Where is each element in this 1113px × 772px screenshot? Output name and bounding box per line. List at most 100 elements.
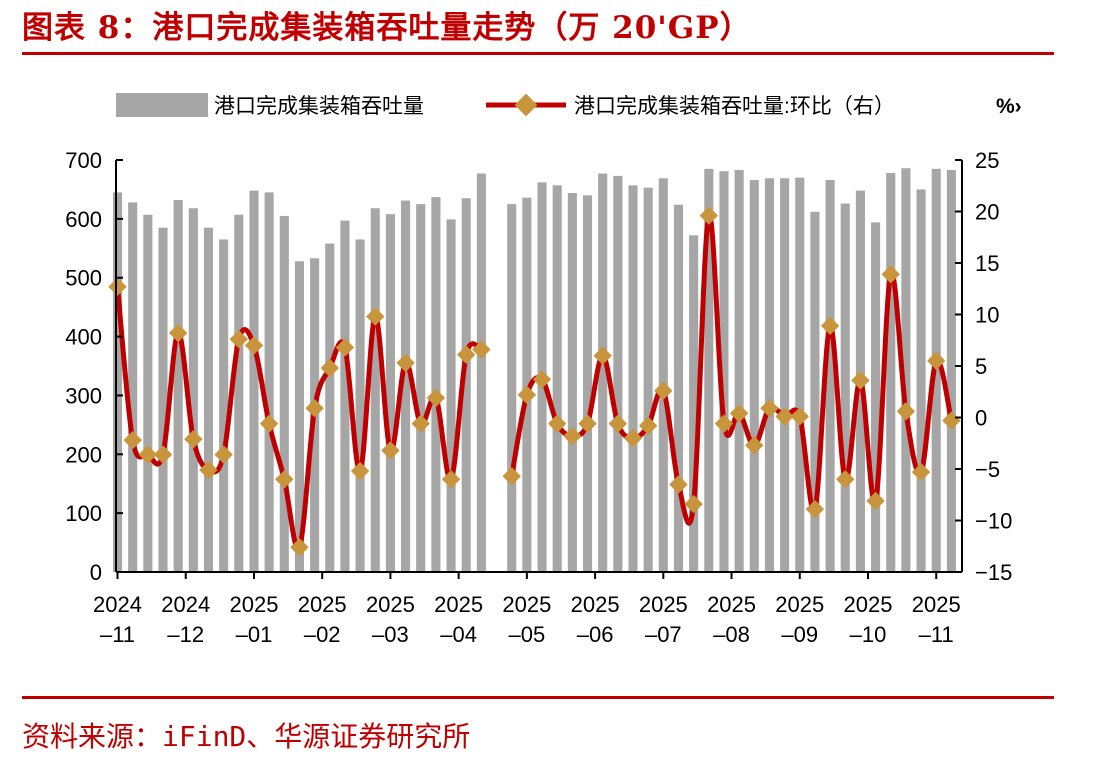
- bar: [825, 180, 835, 573]
- line-point: [745, 436, 764, 455]
- bar: [461, 198, 471, 572]
- line-point: [138, 445, 158, 464]
- line-point: [593, 346, 612, 365]
- line-point: [729, 404, 749, 423]
- bar: [158, 227, 168, 572]
- source-note: 资料来源：iFinD、华源证券研究所: [22, 720, 471, 753]
- x-tick-year: 2025: [502, 592, 551, 617]
- bar: [704, 168, 714, 572]
- x-tick-year: 2024: [93, 592, 142, 617]
- bar: [128, 202, 138, 572]
- x-tick-month: –10: [850, 622, 887, 647]
- bar: [219, 239, 229, 572]
- bar: [628, 185, 638, 572]
- legend-line-label: 港口完成集装箱吞吐量:环比（右）: [574, 95, 895, 118]
- line-point: [153, 445, 173, 464]
- bar: [795, 177, 805, 572]
- x-tick-month: –02: [304, 622, 341, 647]
- bar: [476, 173, 486, 572]
- x-tick-year: 2025: [366, 592, 415, 617]
- line-point: [911, 462, 931, 482]
- bar: [719, 171, 729, 572]
- y-right-tick-label: 5: [975, 354, 987, 379]
- y-right-tick-label: −10: [975, 509, 1012, 534]
- bar: [780, 178, 790, 572]
- line-point: [123, 430, 142, 450]
- bar: [355, 239, 365, 572]
- chart: 港口完成集装箱吞吐量 港口完成集装箱吞吐量:环比（右） %› 010020030…: [65, 93, 1022, 647]
- y-left-tick-label: 100: [65, 501, 102, 526]
- line-point: [866, 491, 885, 511]
- line-point: [563, 426, 582, 446]
- line-point: [168, 323, 188, 343]
- line-point: [472, 340, 491, 359]
- title-rule: [22, 52, 1054, 55]
- bar: [507, 204, 517, 572]
- bar: [598, 173, 608, 572]
- legend-trailing: %›: [996, 95, 1022, 118]
- bar: [643, 187, 653, 573]
- line-point: [699, 206, 718, 225]
- x-tick-year: 2025: [571, 592, 620, 617]
- bar: [658, 178, 668, 572]
- x-tick-month: –01: [236, 622, 273, 647]
- bar: [871, 222, 881, 573]
- bar: [143, 214, 153, 573]
- bar: [385, 214, 395, 573]
- line-point: [790, 407, 809, 426]
- y-right-tick-label: 20: [975, 200, 999, 225]
- x-tick-month: –12: [167, 622, 204, 647]
- bar: [901, 168, 911, 572]
- line-point: [199, 460, 218, 480]
- bar: [294, 261, 304, 572]
- bar: [249, 190, 259, 572]
- x-tick-year: 2024: [161, 592, 210, 617]
- bar: [613, 175, 623, 572]
- x-tick-year: 2025: [434, 592, 483, 617]
- x-tick-month: –09: [781, 622, 818, 647]
- line-point: [654, 381, 673, 400]
- line-point: [441, 470, 461, 489]
- bar: [325, 243, 335, 572]
- bar: [264, 192, 274, 572]
- y-right-tick-label: 10: [975, 303, 999, 328]
- x-tick-month: –11: [100, 622, 135, 647]
- bar: [567, 192, 577, 572]
- y-left-tick-label: 0: [90, 560, 102, 585]
- line-point: [942, 411, 961, 430]
- bar: [234, 214, 244, 573]
- x-tick-year: 2025: [775, 592, 824, 617]
- bar: [279, 215, 289, 572]
- x-tick-month: –08: [713, 622, 750, 647]
- line-point: [669, 475, 688, 494]
- line-point: [517, 385, 537, 405]
- line-point: [684, 494, 703, 514]
- line-point: [532, 370, 552, 389]
- line-point: [896, 402, 916, 421]
- bar: [431, 197, 441, 572]
- bar: [916, 189, 926, 572]
- source-rule: [22, 696, 1054, 699]
- legend: 港口完成集装箱吞吐量 港口完成集装箱吞吐量:环比（右） %›: [116, 93, 1022, 118]
- line-point: [426, 388, 446, 408]
- bar: [810, 211, 820, 572]
- line-point: [623, 428, 643, 448]
- line-point: [578, 414, 597, 433]
- y-left-tick-label: 500: [65, 266, 102, 291]
- bar: [340, 220, 350, 572]
- y-left-tick-label: 200: [65, 442, 102, 467]
- y-right-tick-label: 15: [975, 251, 999, 276]
- y-left-tick-label: 600: [65, 207, 102, 232]
- bar: [401, 200, 411, 572]
- chart-title: 图表 8：港口完成集装箱吞吐量走势（万 20'GP）: [22, 10, 752, 46]
- line-point: [396, 353, 415, 373]
- axes: 0100200300400500600700−15−10−50510152025…: [65, 148, 1012, 647]
- bar: [582, 195, 593, 573]
- bar-series: [112, 168, 956, 573]
- x-tick-year: 2025: [707, 592, 756, 617]
- bar: [203, 227, 214, 572]
- bar: [522, 197, 532, 572]
- line-point: [836, 470, 855, 489]
- legend-bar-swatch: [116, 93, 208, 117]
- line-point: [275, 470, 294, 489]
